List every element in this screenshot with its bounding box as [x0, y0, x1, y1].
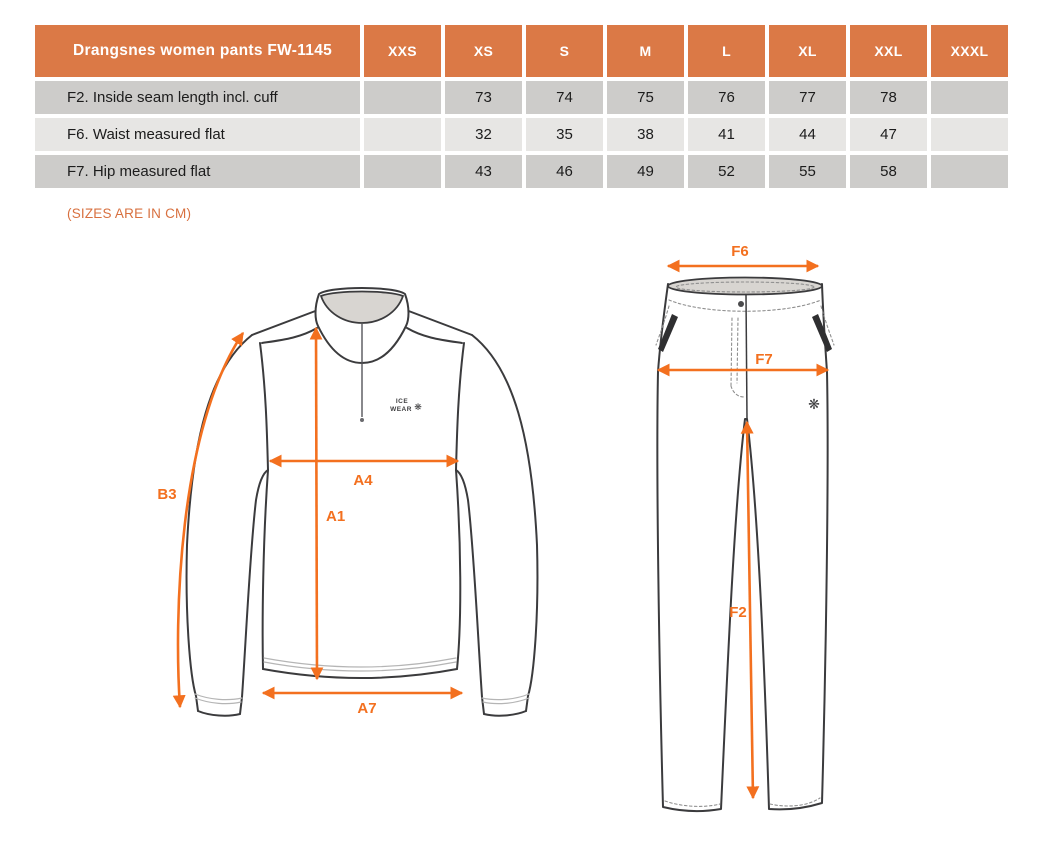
cell-f6-xxl: 47 [850, 118, 927, 151]
cell-f6-xs: 32 [445, 118, 522, 151]
cell-f6-xl: 44 [769, 118, 846, 151]
cuff-side-right [481, 696, 485, 715]
unit-note: (SIZES ARE IN CM) [67, 206, 192, 221]
cell-f7-xxxl [931, 155, 1008, 188]
yoke-seam-left [261, 327, 318, 344]
collar-opening [319, 290, 405, 324]
pocket-stitch-right [820, 305, 835, 346]
cuff-bottom-right [483, 710, 527, 717]
yoke-seam-right [406, 327, 463, 344]
size-table-title: Drangsnes women pants FW-1145 [35, 25, 360, 77]
cell-f6-l: 41 [688, 118, 765, 151]
cell-f7-xxs [364, 155, 441, 188]
cell-f2-xxxl [931, 81, 1008, 114]
b3-sleeve-arrow [172, 331, 245, 709]
center-front-line [745, 294, 748, 420]
size-col-l: L [688, 25, 765, 77]
shoulder-seam-right [405, 309, 473, 336]
cell-f7-m: 49 [607, 155, 684, 188]
size-table: Drangsnes women pants FW-1145 XXS XS S M… [35, 25, 1008, 188]
pocket-stitch-left [655, 305, 670, 346]
leg-hem-stitch-left [664, 800, 721, 807]
cell-f6-xxs [364, 118, 441, 151]
pants-snowflake-icon: ❋ [808, 397, 820, 413]
body-side-left [261, 469, 269, 670]
cuff-stitch-right-1 [481, 693, 530, 701]
zipper-pull [360, 418, 364, 422]
size-col-s: S [526, 25, 603, 77]
hem-stitch-1 [263, 661, 457, 672]
a4-label: A4 [353, 472, 373, 489]
size-col-xl: XL [769, 25, 846, 77]
f2-label: F2 [729, 604, 747, 621]
pocket-slash-right [812, 314, 832, 352]
waist-opening [667, 276, 823, 296]
hem-stitch-2 [263, 657, 457, 668]
cell-f7-xl: 55 [769, 155, 846, 188]
cell-f2-l: 76 [688, 81, 765, 114]
size-col-xxxl: XXXL [931, 25, 1008, 77]
cuff-stitch-left-1 [194, 693, 243, 701]
cuff-bottom-left [197, 710, 241, 717]
sleeve-outer-left [185, 334, 253, 712]
shoulder-seam-left [251, 309, 319, 336]
cell-f2-xs: 73 [445, 81, 522, 114]
cell-f7-xxl: 58 [850, 155, 927, 188]
fly-stitch-2 [736, 317, 739, 384]
row-label-f7-hip: F7. Hip measured flat [35, 155, 360, 188]
cell-f6-s: 35 [526, 118, 603, 151]
fly-stitch-hook [730, 385, 745, 398]
top-garment-sketch: ICE WEAR ❋ [185, 287, 539, 717]
body-side-right [455, 469, 462, 670]
cuff-stitch-right-2 [482, 697, 530, 705]
size-col-xs: XS [445, 25, 522, 77]
brand-snowflake-icon: ❋ [414, 403, 422, 413]
cell-f2-s: 74 [526, 81, 603, 114]
pants-sketch: ❋ [655, 276, 835, 813]
leg-hem-stitch-right [769, 797, 821, 807]
row-label-f2-inseam: F2. Inside seam length incl. cuff [35, 81, 360, 114]
sleeve-inner-left [241, 469, 269, 698]
size-col-xxs: XXS [364, 25, 441, 77]
waistband-seam [668, 299, 822, 312]
a1-label: A1 [326, 508, 345, 525]
hem-edge [262, 668, 458, 679]
cell-f6-m: 38 [607, 118, 684, 151]
cell-f7-xs: 43 [445, 155, 522, 188]
cell-f2-m: 75 [607, 81, 684, 114]
pants-outline [656, 283, 829, 813]
a1-length-arrow [309, 326, 324, 681]
cell-f2-xl: 77 [769, 81, 846, 114]
size-col-xxl: XXL [850, 25, 927, 77]
cell-f7-s: 46 [526, 155, 603, 188]
cell-f6-xxxl [931, 118, 1008, 151]
top-garment-diagram: ICE WEAR ❋ B3 A4 A1 A7 [157, 287, 539, 717]
sleeve-outer-right [471, 334, 539, 712]
cell-f2-xxs [364, 81, 441, 114]
f2-inseam-arrow [740, 420, 760, 800]
b3-label: B3 [157, 486, 176, 503]
pocket-slash-left [658, 314, 678, 352]
a7-label: A7 [357, 700, 376, 717]
brand-logo-line2: WEAR [390, 406, 412, 413]
f7-label: F7 [755, 351, 773, 368]
waist-button [738, 301, 744, 307]
f6-label: F6 [731, 243, 749, 260]
size-col-m: M [607, 25, 684, 77]
row-label-f6-waist: F6. Waist measured flat [35, 118, 360, 151]
top-garment-measurements: B3 A4 A1 A7 [157, 326, 464, 717]
sleeve-inner-right [455, 469, 483, 698]
pants-diagram: ❋ F6 F7 F2 [655, 243, 835, 813]
raglan-seam-right [455, 342, 465, 471]
cell-f2-xxl: 78 [850, 81, 927, 114]
cell-f7-l: 52 [688, 155, 765, 188]
brand-logo-line1: ICE [396, 398, 409, 405]
raglan-seam-left [259, 342, 269, 471]
cuff-side-left [239, 696, 243, 715]
pants-measurements: F6 F7 F2 [656, 243, 830, 800]
waist-stitch [675, 281, 815, 293]
